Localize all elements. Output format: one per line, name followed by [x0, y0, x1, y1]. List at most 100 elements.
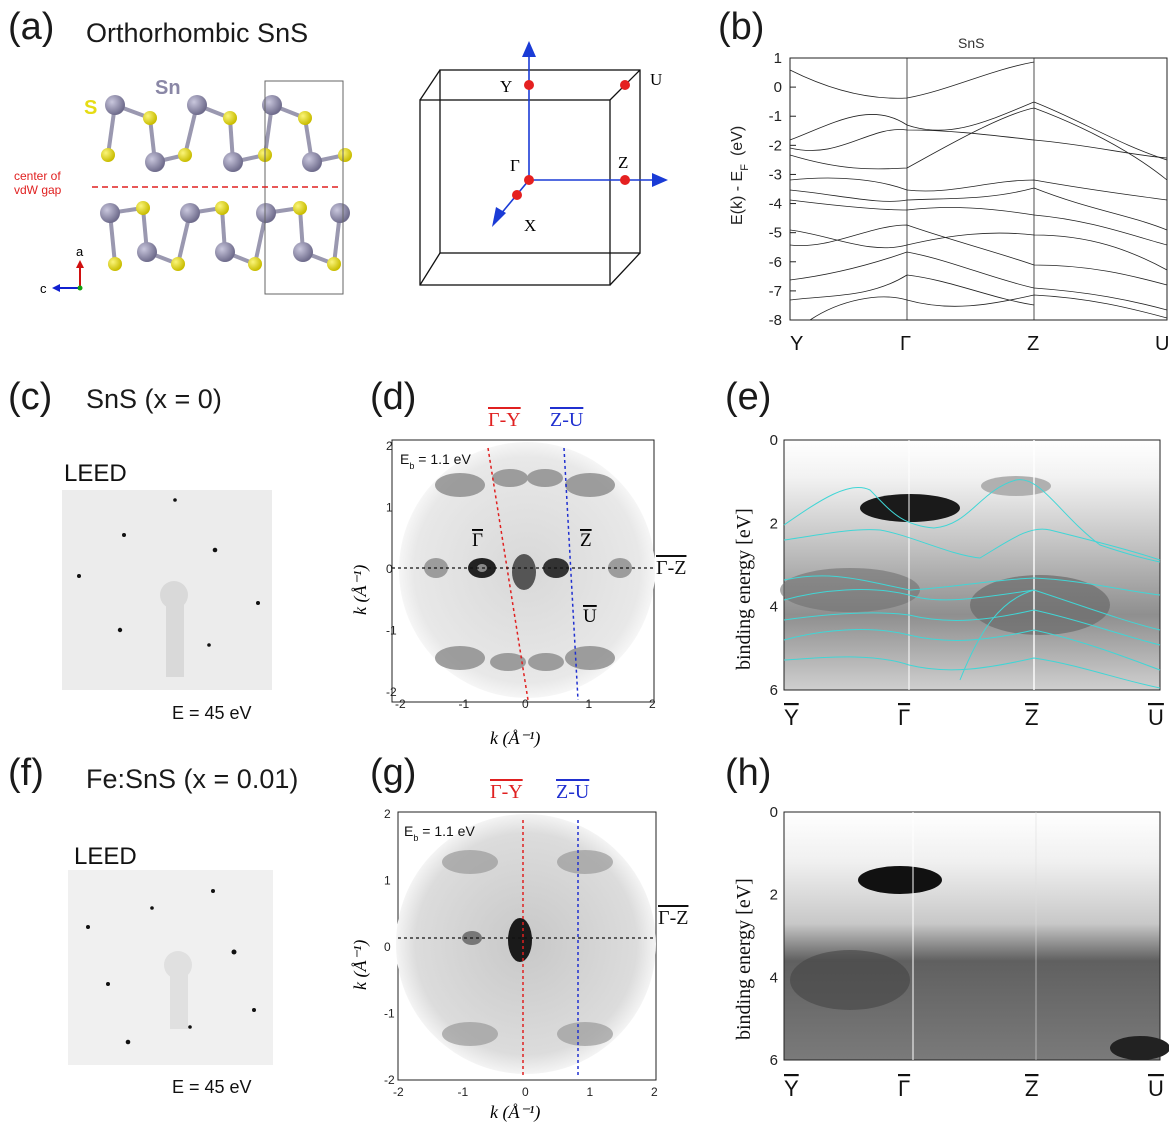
panel-label-b: (b) — [718, 6, 765, 48]
leed-label-c: LEED — [64, 460, 127, 487]
band-line — [789, 274, 1035, 306]
panel-label-f: (f) — [8, 752, 44, 794]
s-label: S — [84, 97, 97, 119]
brillouin-zone: Y U Γ Z X — [419, 41, 668, 286]
band-line — [789, 229, 1168, 271]
panel-label-e: (e) — [725, 376, 772, 418]
cut-label-horizontal-g: Γ-Z — [658, 907, 688, 929]
leed-energy-c: E = 45 eV — [172, 703, 252, 723]
band-k-u: U — [1155, 333, 1169, 355]
cut-label-red-g: Γ-Y — [490, 781, 523, 803]
xtick: -2 — [395, 697, 406, 711]
xtick: 2 — [649, 697, 656, 711]
bz-label-u: U — [650, 70, 662, 89]
k-u-e: U — [1148, 705, 1164, 730]
band-k-z: Z — [1027, 333, 1039, 355]
xtick: -1 — [458, 1085, 469, 1099]
ytick: 2 — [770, 887, 778, 904]
s-atoms — [101, 111, 352, 271]
band-line — [789, 177, 1168, 201]
xtick: 0 — [522, 1085, 529, 1099]
band-plot-title: SnS — [958, 35, 984, 51]
ytick: -1 — [386, 624, 397, 638]
k-y-e: Y — [784, 705, 799, 730]
band-ytick: -5 — [769, 225, 782, 242]
ytick: 0 — [386, 562, 393, 576]
eb-value-d: = 1.1 eV — [414, 451, 471, 467]
eb-label-g: E — [404, 823, 413, 839]
band-ytick: 1 — [774, 50, 782, 67]
eb-label-d: E — [400, 451, 409, 467]
cut-label-blue-d: Z-U — [550, 409, 584, 431]
fermi-map-d: Γ-Y Z-U Γ-Z Eb = 1.1 eV Γ Z U -2 -1 0 1 2 2 1 0… — [350, 409, 686, 749]
band-k-y: Y — [790, 333, 803, 355]
leed-pattern-c — [62, 490, 272, 690]
cut-line-red-d — [487, 447, 529, 701]
ytick: 0 — [384, 940, 391, 954]
ytick: -2 — [386, 685, 397, 699]
ytick: 2 — [770, 515, 778, 532]
k-z-h: Z — [1025, 1076, 1038, 1101]
ytick: 6 — [770, 1052, 778, 1069]
pt-z-d: Z — [580, 530, 592, 551]
band-line — [789, 224, 1168, 286]
fit-band-line — [783, 528, 1161, 561]
band-line — [789, 199, 1168, 246]
sn-atoms — [100, 95, 350, 262]
band-ytick: -3 — [769, 166, 782, 183]
sns-crystal-structure: Sn S center of vdW gap a c — [14, 77, 352, 296]
band-line — [789, 107, 1168, 181]
band-ytick: -7 — [769, 283, 782, 300]
band-line — [789, 61, 1035, 99]
ytick: 2 — [384, 807, 391, 821]
fit-band-line — [783, 656, 1161, 689]
k-y-h: Y — [784, 1076, 799, 1101]
cut-label-red-d: Γ-Y — [488, 409, 521, 431]
panel-title-a: Orthorhombic SnS — [86, 18, 309, 48]
fit-band-line — [783, 629, 1161, 671]
k-z-e: Z — [1025, 705, 1038, 730]
axis-a-label: a — [76, 244, 84, 259]
bz-label-x: X — [524, 216, 536, 235]
band-structure-plot: SnS 1 0 -1 -2 -3 -4 -5 -6 -7 -8 E(k) - EF (eV) Y Γ… — [729, 35, 1169, 355]
ytick: 4 — [770, 969, 778, 986]
fit-band-line — [783, 575, 1161, 596]
panel-label-a: (a) — [8, 6, 55, 48]
k-gamma-e: Γ — [898, 705, 910, 730]
sn-label: Sn — [155, 77, 181, 99]
eb-sub-g: b — [413, 833, 418, 843]
xlabel-g: k (Å⁻¹) — [490, 1102, 540, 1122]
band-ytick: -2 — [769, 137, 782, 154]
fit-band-line — [783, 589, 1161, 631]
axis-c-label: c — [40, 281, 47, 296]
xtick: 1 — [586, 697, 593, 711]
xtick: -2 — [393, 1085, 404, 1099]
band-ytick: -8 — [769, 312, 782, 329]
k-gamma-h: Γ — [898, 1076, 910, 1101]
panel-label-g: (g) — [370, 752, 417, 794]
band-k-gamma: Γ — [900, 333, 911, 355]
svg-text:Eb = 1.1 eV: Eb = 1.1 eV — [400, 451, 471, 471]
xtick: 1 — [587, 1085, 594, 1099]
panel-label-d: (d) — [370, 376, 417, 418]
pt-u-d: U — [583, 606, 597, 627]
panel-title-f: Fe:SnS (x = 0.01) — [86, 764, 299, 794]
band-ylabel-sub: F — [739, 164, 751, 171]
vdw-label-2: vdW gap — [14, 183, 62, 197]
band-line — [809, 294, 1168, 321]
panel-label-c: (c) — [8, 376, 53, 418]
pt-gamma-d: Γ — [472, 530, 483, 551]
bz-label-y: Y — [500, 77, 512, 96]
panel-label-h: (h) — [725, 752, 772, 794]
band-line — [789, 101, 1168, 161]
band-line — [789, 251, 1168, 311]
ytick: 1 — [386, 501, 393, 515]
ylabel-e: binding energy [eV] — [733, 508, 755, 670]
fit-band-line — [783, 479, 1161, 563]
band-ytick: -6 — [769, 254, 782, 271]
leed-label-f: LEED — [74, 843, 137, 870]
eb-sub-d: b — [409, 461, 414, 471]
svg-text:E(k) - EF(eV): E(k) - EF (eV) — [729, 126, 751, 225]
ytick: 0 — [770, 804, 778, 821]
xtick: -1 — [459, 697, 470, 711]
